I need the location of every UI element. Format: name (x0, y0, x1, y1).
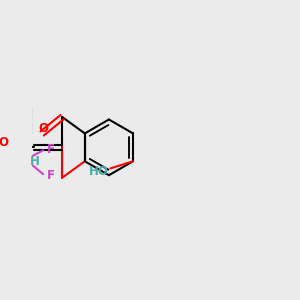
Text: H: H (29, 155, 39, 168)
Text: O: O (38, 122, 49, 135)
Text: F: F (46, 143, 55, 156)
Text: O: O (0, 136, 8, 149)
Text: F: F (46, 169, 55, 182)
Text: HO: HO (89, 165, 109, 178)
